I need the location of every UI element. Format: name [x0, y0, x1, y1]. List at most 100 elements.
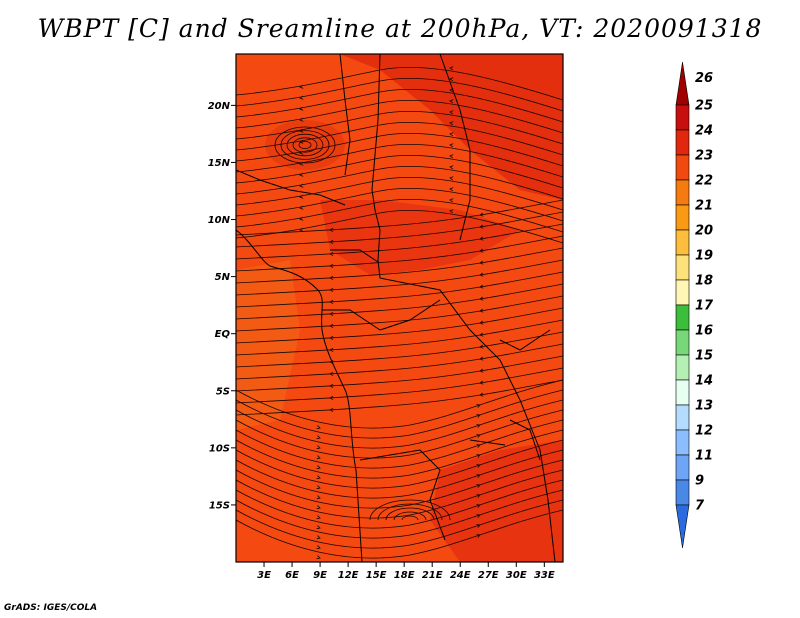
streamline-arrow: [329, 311, 334, 316]
streamline: [236, 409, 563, 459]
lat-tick-label: 20N: [208, 101, 231, 112]
streamline-arrow: [299, 194, 304, 199]
streamline-arrow: [299, 95, 304, 100]
colorbar-swatch: [675, 254, 690, 281]
streamline-arrow: [316, 525, 321, 530]
colorbar-swatch: [675, 204, 690, 231]
streamline-arrow: [316, 445, 321, 450]
colorbar-swatch: [675, 279, 690, 306]
streamline-arrow: [449, 154, 454, 159]
map-frame: [235, 53, 564, 563]
colorbar-label: 12: [695, 424, 713, 439]
streamline-arrow: [329, 299, 334, 304]
credit-text: GrADS: IGES/COLA: [4, 603, 98, 613]
streamline-arrow: [329, 227, 334, 232]
country-borders: [236, 54, 556, 562]
streamline: [236, 489, 563, 539]
streamline-arrow: [316, 455, 321, 460]
lon-tick-label: 12E: [338, 570, 359, 581]
streamline-arrow: [479, 224, 484, 229]
streamline-arrow: [479, 248, 484, 253]
cool-region-west: [236, 260, 300, 430]
colorbar-swatch: [675, 329, 690, 356]
streamline-arrow: [449, 121, 454, 126]
colorbar-swatch: [675, 304, 690, 331]
lon-tick-label: 6E: [285, 570, 299, 581]
streamline: [236, 133, 563, 167]
streamline-arrow: [329, 323, 334, 328]
streamline: [236, 211, 563, 248]
streamline-arrow: [476, 534, 481, 538]
colorbar-swatch: [675, 454, 690, 481]
lon-tick-label: 33E: [534, 570, 555, 581]
colorbar: 26 25 24 23 22 21 20 19 18 17 16 15 14 13 12 11 9 7: [675, 61, 714, 549]
streamline: [236, 199, 563, 236]
streamline-arrow: [449, 110, 454, 115]
streamline: [236, 449, 563, 499]
streamline: [236, 259, 563, 296]
streamline-arrow: [299, 172, 304, 177]
streamline-arrow: [316, 555, 321, 560]
streamline-arrow: [316, 505, 321, 510]
streamline: [274, 126, 336, 164]
streamline-arrow: [449, 143, 454, 148]
colorbar-label: 11: [695, 449, 713, 464]
streamline: [393, 511, 427, 521]
colorbar-label: 15: [695, 349, 713, 364]
streamline-arrow: [479, 344, 484, 349]
streamline-arrow: [316, 465, 321, 470]
colorbar-label: 16: [695, 324, 713, 339]
colorbar-swatch: [675, 179, 690, 206]
streamline-arrow: [329, 347, 334, 352]
streamline: [236, 469, 563, 519]
streamline-arrow: [329, 275, 334, 280]
streamline-arrow: [316, 515, 321, 520]
streamline-arrow: [479, 236, 484, 241]
streamline: [298, 141, 312, 149]
lat-tick-label: 5S: [216, 386, 230, 397]
streamline: [286, 133, 324, 157]
streamline: [236, 389, 563, 439]
colorbar-swatch: [675, 379, 690, 406]
streamline: [236, 247, 563, 284]
lat-tick-label: 10N: [208, 215, 231, 226]
streamline-arrow: [479, 296, 484, 301]
streamline-arrow: [316, 435, 321, 440]
streamline: [236, 419, 563, 469]
colorbar-label: 23: [695, 149, 713, 164]
streamline: [236, 188, 563, 222]
streamline-arrow: [316, 545, 321, 550]
lon-tick-label: 30E: [506, 570, 527, 581]
streamline-arrow: [316, 425, 321, 430]
streamline-arrow: [299, 139, 304, 144]
streamline: [377, 503, 443, 521]
lat-tick-label: 10S: [209, 443, 230, 454]
latitude-axis: 20N 15N 10N 5N EQ 5S 10S 15S: [208, 101, 236, 511]
streamline: [236, 429, 563, 479]
streamline: [292, 137, 318, 153]
streamline-arrow: [476, 524, 481, 528]
streamline: [280, 130, 330, 160]
streamline-arrow: [329, 287, 334, 292]
west-coastline: [236, 229, 363, 562]
streamline: [236, 155, 563, 189]
streamline-arrow: [479, 356, 484, 361]
streamline-arrow: [476, 494, 481, 498]
streamline: [236, 367, 563, 404]
streamline-arrow: [479, 284, 484, 289]
streamline: [236, 122, 563, 156]
southern-border: [359, 449, 446, 541]
streamline-arrow: [329, 263, 334, 268]
streamline-arrow: [299, 84, 304, 89]
streamline: [236, 111, 563, 145]
colorbar-label: 20: [695, 224, 713, 239]
streamline: [236, 271, 563, 308]
colorbar-top-arrow: [675, 61, 690, 106]
streamline-arrow: [299, 106, 304, 111]
streamline-arrow: [316, 495, 321, 500]
wbpt-field: [236, 54, 563, 562]
sahel-border: [236, 169, 346, 206]
lon-tick-label: 15E: [366, 570, 387, 581]
streamline: [236, 479, 563, 529]
streamline-arrow: [476, 404, 481, 408]
